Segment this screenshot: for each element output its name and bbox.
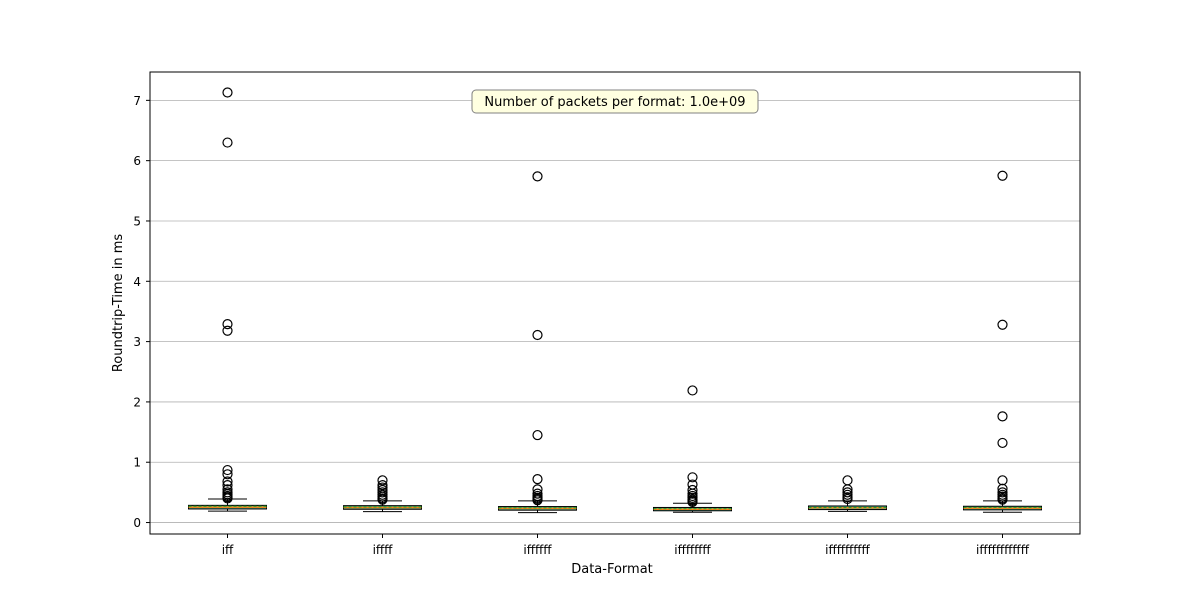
boxes: [188, 87, 1042, 514]
annotation-text: Number of packets per format: 1.0e+09: [484, 95, 745, 110]
box-iff: [188, 87, 267, 512]
x-tick-label: iffffffffffff: [976, 543, 1030, 557]
x-tick-label: iffffff: [523, 543, 552, 557]
outlier-point: [222, 319, 233, 330]
outlier-point: [532, 495, 543, 506]
y-axis-label: Roundtrip-Time in ms: [111, 234, 126, 373]
outlier-point: [687, 385, 698, 396]
plot-frame: [149, 71, 1081, 535]
grid-lines: [150, 99, 1080, 523]
outlier-point: [532, 171, 543, 182]
outlier-point: [842, 493, 853, 505]
box-iffffffffff: [808, 475, 887, 512]
outlier-point: [222, 469, 233, 480]
outlier-point: [842, 487, 853, 498]
box-iffffffff: [653, 385, 732, 513]
y-tick-label: 7: [133, 94, 141, 108]
outlier-point: [997, 437, 1008, 449]
box-iffffffffffff: [963, 170, 1042, 513]
outlier-point: [997, 483, 1008, 494]
outlier-point: [377, 494, 388, 505]
outlier-point: [222, 464, 233, 476]
x-tick-label: iff: [222, 543, 234, 557]
outlier-point: [222, 476, 233, 487]
outlier-point: [377, 487, 388, 498]
outlier-point: [842, 484, 853, 495]
outlier-point: [532, 488, 543, 499]
outlier-point: [377, 475, 388, 486]
outlier-point: [997, 487, 1008, 498]
x-tick-label: iffffffffff: [825, 543, 870, 557]
outlier-point: [997, 411, 1008, 422]
annotation-box: Number of packets per format: 1.0e+09: [471, 89, 759, 114]
box-iffffff: [498, 171, 577, 514]
outlier-point: [377, 480, 388, 491]
outlier-point: [222, 493, 233, 504]
outlier-point: [842, 489, 853, 500]
outlier-point: [532, 429, 543, 441]
outlier-point: [997, 494, 1008, 505]
outlier-point: [687, 484, 698, 496]
x-axis-label: Data-Format: [571, 562, 653, 577]
outlier-point: [222, 325, 233, 336]
x-tick-label: iffff: [373, 543, 394, 557]
y-tick-label: 0: [133, 516, 141, 530]
axis-ticks: 0 1 2 3 4 5 6 7 iff iffff iffffff iffffffff ifffffff…: [133, 94, 1029, 557]
outlier-point: [222, 87, 233, 98]
outlier-point: [532, 474, 543, 485]
outlier-point: [997, 319, 1008, 330]
annotation-background: [471, 89, 759, 114]
y-tick-label: 3: [133, 335, 141, 349]
y-tick-label: 4: [133, 275, 141, 289]
x-tick-label: iffffffff: [674, 543, 711, 557]
y-tick-label: 2: [133, 395, 141, 409]
outlier-point: [532, 329, 543, 341]
y-tick-label: 1: [133, 456, 141, 470]
outlier-point: [997, 170, 1008, 181]
outlier-point: [687, 496, 698, 508]
outlier-point: [687, 472, 698, 483]
y-tick-label: 5: [133, 214, 141, 228]
box-iffff: [343, 475, 422, 513]
outlier-point: [222, 137, 233, 148]
y-tick-label: 6: [133, 154, 141, 168]
